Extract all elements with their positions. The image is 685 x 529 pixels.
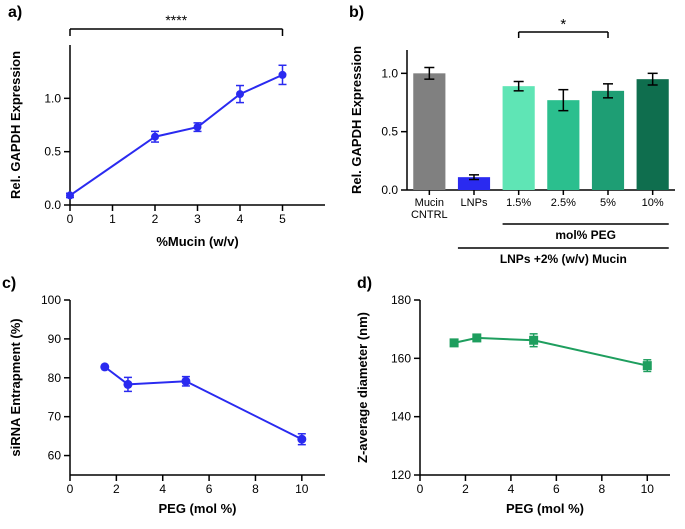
- panel-c-chart: 60 70 80 90 100 0 2 4 6 8 10 PEG (mol %) siRNA Entra…: [0, 275, 340, 525]
- panel-a-label: a): [8, 4, 22, 22]
- svg-text:1.5%: 1.5%: [506, 197, 531, 209]
- svg-text:CNTRL: CNTRL: [411, 209, 448, 221]
- panel-d-label: d): [357, 275, 372, 293]
- svg-text:LNPs: LNPs: [461, 197, 488, 209]
- svg-text:0.0: 0.0: [44, 198, 61, 212]
- panel-b-label: b): [349, 4, 364, 22]
- svg-text:2: 2: [152, 212, 159, 226]
- svg-text:6: 6: [206, 482, 213, 496]
- panel-a: a) 0.0 0.5 1.0 0 1 2 3 4 5 %Mucin (w/v) Rel. GAPDH…: [0, 0, 340, 260]
- svg-text:4: 4: [237, 212, 244, 226]
- svg-text:1: 1: [109, 212, 116, 226]
- svg-text:0.5: 0.5: [44, 145, 61, 159]
- svg-text:70: 70: [48, 410, 62, 424]
- svg-text:4: 4: [508, 482, 515, 496]
- svg-text:Rel. GAPDH Expression: Rel. GAPDH Expression: [349, 46, 364, 194]
- panel-c-label: c): [2, 275, 16, 293]
- svg-text:0: 0: [67, 212, 74, 226]
- panel-d: d) 120 140 160 180 0 2 4 6 8 10 PEG (mol %) Z-avera…: [345, 275, 685, 525]
- svg-text:LNPs +2% (w/v) Mucin: LNPs +2% (w/v) Mucin: [500, 252, 627, 266]
- svg-text:10: 10: [295, 482, 309, 496]
- svg-text:0: 0: [417, 482, 424, 496]
- svg-text:PEG (mol %): PEG (mol %): [158, 501, 236, 516]
- svg-text:6: 6: [553, 482, 560, 496]
- svg-text:5: 5: [279, 212, 286, 226]
- svg-text:120: 120: [391, 468, 411, 482]
- svg-text:%Mucin (w/v): %Mucin (w/v): [156, 234, 238, 249]
- panel-a-chart: 0.0 0.5 1.0 0 1 2 3 4 5 %Mucin (w/v) Rel. GAPDH Ex…: [0, 0, 340, 260]
- svg-text:PEG (mol %): PEG (mol %): [506, 501, 584, 516]
- svg-text:100: 100: [41, 293, 61, 307]
- svg-text:80: 80: [48, 371, 62, 385]
- svg-text:4: 4: [159, 482, 166, 496]
- svg-text:*: *: [560, 16, 566, 33]
- svg-text:140: 140: [391, 410, 411, 424]
- svg-text:0: 0: [67, 482, 74, 496]
- svg-text:8: 8: [252, 482, 259, 496]
- svg-text:60: 60: [48, 449, 62, 463]
- svg-text:****: ****: [165, 12, 187, 28]
- svg-text:Z-average diameter (nm): Z-average diameter (nm): [355, 312, 370, 463]
- svg-text:10: 10: [641, 482, 655, 496]
- svg-text:10%: 10%: [642, 197, 664, 209]
- svg-text:mol% PEG: mol% PEG: [555, 228, 616, 242]
- panel-b-chart: 0.0 0.5 1.0 Rel. GAPDH Expression MucinCNTRL…: [345, 0, 685, 275]
- svg-text:Mucin: Mucin: [415, 197, 444, 209]
- svg-text:1.0: 1.0: [44, 91, 61, 105]
- svg-text:0.5: 0.5: [381, 125, 398, 139]
- svg-text:2: 2: [462, 482, 469, 496]
- svg-text:2.5%: 2.5%: [551, 197, 576, 209]
- svg-text:180: 180: [391, 293, 411, 307]
- svg-text:8: 8: [598, 482, 605, 496]
- svg-text:siRNA Entrapment (%): siRNA Entrapment (%): [8, 318, 23, 456]
- panel-b: b) 0.0 0.5 1.0 Rel. GAPDH Expression MucinCN…: [345, 0, 685, 275]
- panel-c: c) 60 70 80 90 100 0 2 4 6 8 10 PEG (mol %) siRNA En…: [0, 275, 340, 525]
- svg-text:2: 2: [113, 482, 120, 496]
- svg-text:90: 90: [48, 332, 62, 346]
- svg-text:Rel. GAPDH Expression: Rel. GAPDH Expression: [8, 51, 23, 199]
- svg-text:3: 3: [194, 212, 201, 226]
- svg-text:160: 160: [391, 351, 411, 365]
- svg-text:0.0: 0.0: [381, 183, 398, 197]
- svg-text:5%: 5%: [600, 197, 616, 209]
- svg-text:1.0: 1.0: [381, 66, 398, 80]
- panel-d-chart: 120 140 160 180 0 2 4 6 8 10 PEG (mol %) Z-average …: [345, 275, 685, 525]
